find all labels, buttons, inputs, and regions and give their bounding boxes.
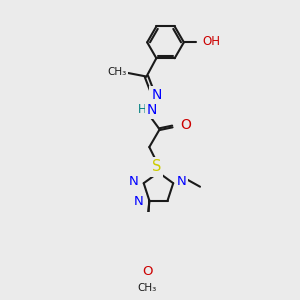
Text: N: N: [134, 195, 144, 208]
Text: N: N: [177, 175, 187, 188]
Text: OH: OH: [202, 35, 220, 48]
Text: N: N: [151, 88, 161, 102]
Text: S: S: [152, 159, 161, 174]
Text: CH₃: CH₃: [137, 283, 156, 293]
Text: N: N: [128, 175, 138, 188]
Text: CH₃: CH₃: [107, 67, 127, 77]
Text: H: H: [138, 103, 147, 116]
Text: N: N: [147, 103, 157, 117]
Text: O: O: [180, 118, 191, 132]
Text: O: O: [143, 265, 153, 278]
